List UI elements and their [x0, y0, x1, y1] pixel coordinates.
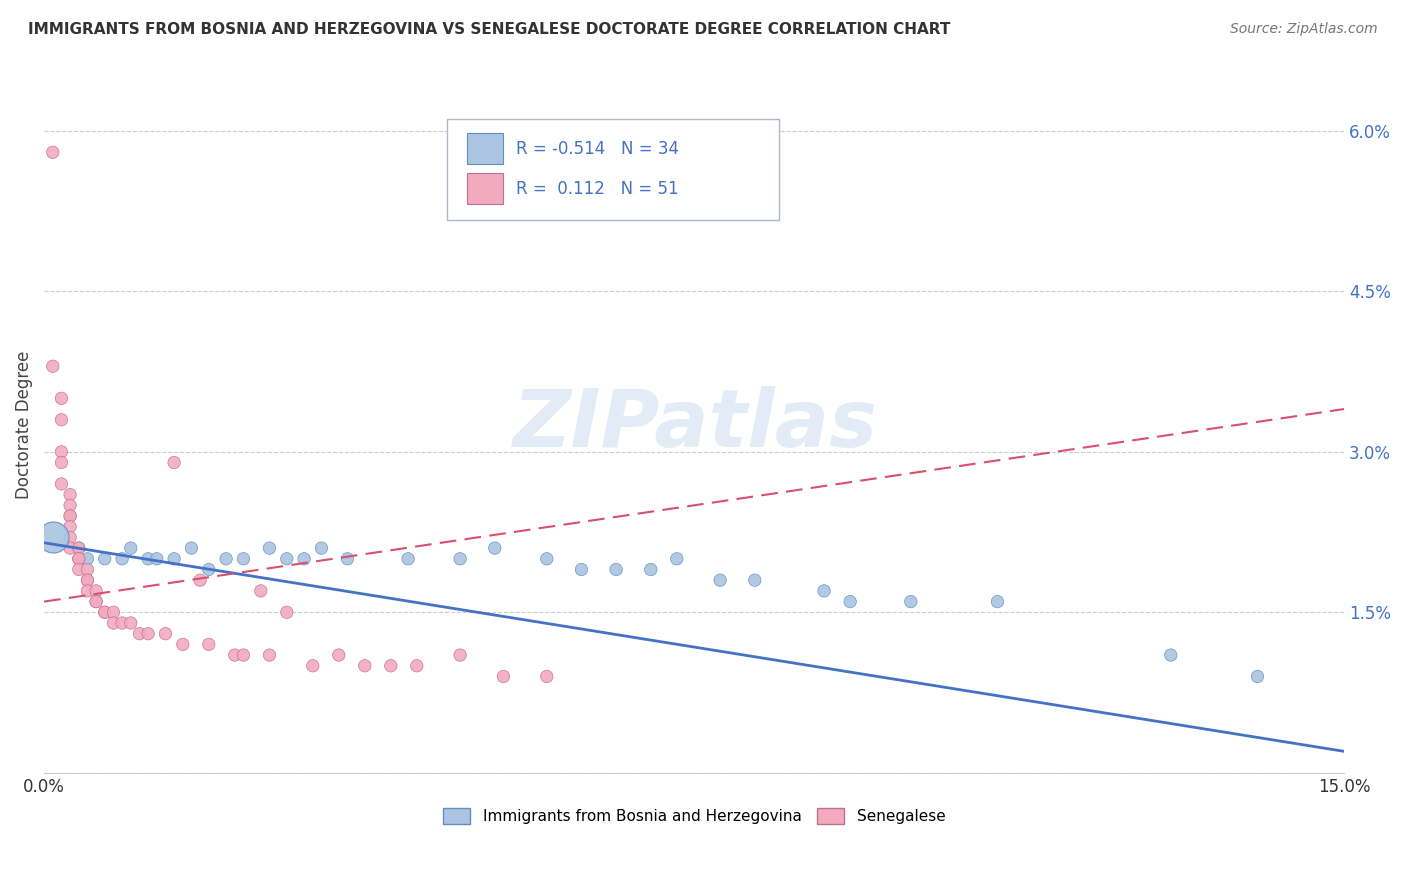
- Point: [605, 562, 627, 576]
- Point: [146, 551, 169, 566]
- Point: [813, 583, 835, 598]
- Point: [59, 541, 82, 555]
- Point: [67, 551, 90, 566]
- Point: [59, 488, 82, 502]
- Point: [76, 562, 98, 576]
- Point: [120, 541, 142, 555]
- Point: [839, 594, 862, 608]
- Point: [249, 583, 271, 598]
- Point: [449, 648, 471, 662]
- Point: [405, 658, 427, 673]
- Point: [76, 583, 98, 598]
- Point: [311, 541, 333, 555]
- Point: [744, 573, 766, 587]
- Point: [111, 615, 134, 630]
- Point: [84, 594, 107, 608]
- Point: [42, 145, 65, 160]
- Point: [301, 658, 323, 673]
- Point: [449, 551, 471, 566]
- Point: [59, 508, 82, 523]
- Point: [84, 583, 107, 598]
- Point: [571, 562, 593, 576]
- FancyBboxPatch shape: [467, 173, 503, 204]
- Point: [536, 551, 558, 566]
- Point: [900, 594, 922, 608]
- Point: [232, 648, 254, 662]
- Point: [67, 562, 90, 576]
- Legend: Immigrants from Bosnia and Herzegovina, Senegalese: Immigrants from Bosnia and Herzegovina, …: [443, 808, 945, 824]
- Point: [188, 573, 211, 587]
- Point: [163, 551, 186, 566]
- FancyBboxPatch shape: [447, 120, 779, 220]
- Point: [1160, 648, 1182, 662]
- Point: [396, 551, 419, 566]
- Point: [224, 648, 246, 662]
- Point: [197, 637, 219, 651]
- Point: [67, 551, 90, 566]
- Point: [103, 605, 125, 619]
- Text: Source: ZipAtlas.com: Source: ZipAtlas.com: [1230, 22, 1378, 37]
- Point: [59, 508, 82, 523]
- Point: [336, 551, 359, 566]
- Point: [94, 605, 117, 619]
- Text: R = -0.514   N = 34: R = -0.514 N = 34: [516, 140, 679, 158]
- Point: [42, 359, 65, 374]
- Y-axis label: Doctorate Degree: Doctorate Degree: [15, 351, 32, 500]
- Point: [51, 456, 73, 470]
- Point: [492, 669, 515, 683]
- Text: IMMIGRANTS FROM BOSNIA AND HERZEGOVINA VS SENEGALESE DOCTORATE DEGREE CORRELATIO: IMMIGRANTS FROM BOSNIA AND HERZEGOVINA V…: [28, 22, 950, 37]
- Point: [640, 562, 662, 576]
- Point: [155, 626, 177, 640]
- Point: [76, 573, 98, 587]
- Point: [120, 615, 142, 630]
- Point: [172, 637, 194, 651]
- Point: [276, 551, 298, 566]
- Point: [67, 541, 90, 555]
- Point: [536, 669, 558, 683]
- Point: [232, 551, 254, 566]
- Point: [59, 498, 82, 512]
- FancyBboxPatch shape: [467, 133, 503, 164]
- Text: ZIPatlas: ZIPatlas: [512, 386, 876, 464]
- Point: [51, 445, 73, 459]
- Point: [76, 573, 98, 587]
- Point: [180, 541, 202, 555]
- Point: [136, 626, 159, 640]
- Point: [259, 648, 281, 662]
- Point: [276, 605, 298, 619]
- Point: [128, 626, 150, 640]
- Point: [59, 530, 82, 544]
- Point: [986, 594, 1008, 608]
- Point: [353, 658, 375, 673]
- Point: [380, 658, 402, 673]
- Point: [136, 551, 159, 566]
- Point: [59, 519, 82, 533]
- Point: [94, 551, 117, 566]
- Point: [163, 456, 186, 470]
- Point: [51, 477, 73, 491]
- Point: [111, 551, 134, 566]
- Point: [292, 551, 315, 566]
- Point: [1246, 669, 1268, 683]
- Point: [103, 615, 125, 630]
- Point: [84, 594, 107, 608]
- Point: [215, 551, 238, 566]
- Point: [328, 648, 350, 662]
- Point: [665, 551, 688, 566]
- Point: [197, 562, 219, 576]
- Point: [76, 551, 98, 566]
- Point: [51, 392, 73, 406]
- Text: R =  0.112   N = 51: R = 0.112 N = 51: [516, 179, 679, 198]
- Point: [709, 573, 731, 587]
- Point: [484, 541, 506, 555]
- Point: [94, 605, 117, 619]
- Point: [51, 413, 73, 427]
- Point: [42, 530, 65, 544]
- Point: [259, 541, 281, 555]
- Point: [67, 541, 90, 555]
